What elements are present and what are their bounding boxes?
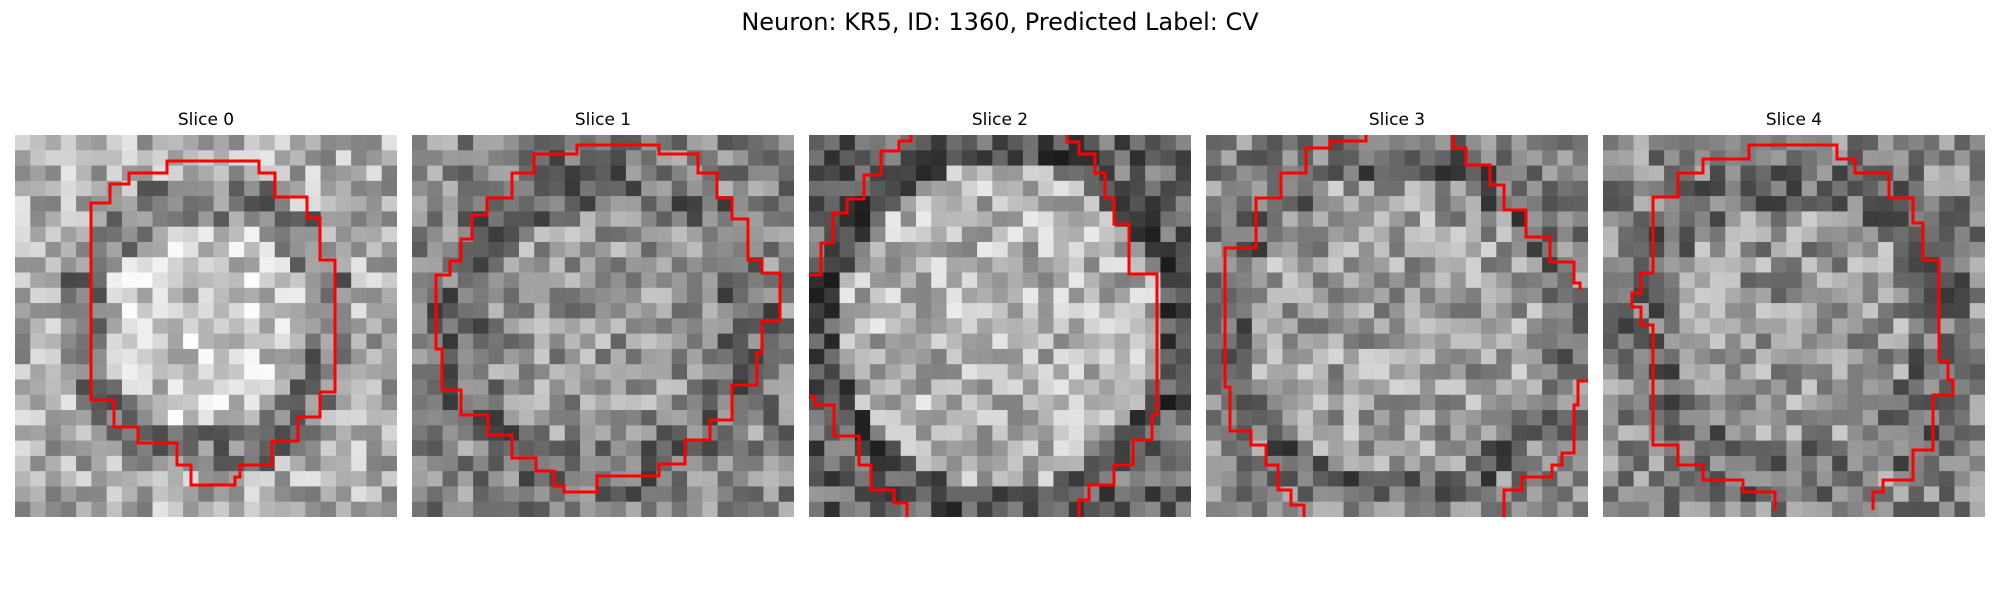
slice-title: Slice 2: [971, 110, 1029, 130]
slice-image: [412, 135, 794, 517]
slice-title: Slice 0: [177, 110, 235, 130]
slice-title: Slice 1: [574, 110, 632, 130]
slice-title: Slice 4: [1765, 110, 1823, 130]
grayscale-pixel-grid: [1206, 135, 1588, 517]
grayscale-pixel-grid: [15, 135, 397, 517]
segmentation-contour: [1630, 143, 1955, 510]
segmentation-contour: [1223, 135, 1588, 517]
slice-title: Slice 3: [1368, 110, 1426, 130]
grayscale-pixel-grid: [1603, 135, 1985, 517]
slice-panel-0: Slice 0: [15, 108, 397, 517]
slice-image: [15, 135, 397, 517]
grayscale-pixel-grid: [809, 135, 1191, 517]
slice-image: [1603, 135, 1985, 517]
slice-image: [1206, 135, 1588, 517]
slice-panel-3: Slice 3: [1206, 108, 1588, 517]
slice-panel-2: Slice 2: [809, 108, 1191, 517]
slice-image: [809, 135, 1191, 517]
grayscale-pixel-grid: [412, 135, 794, 517]
segmentation-contour: [434, 143, 782, 494]
segmentation-contour: [809, 135, 1159, 517]
slice-panel-1: Slice 1: [412, 108, 794, 517]
slice-panel-4: Slice 4: [1603, 108, 1985, 517]
segmentation-contour: [89, 159, 337, 487]
figure-title: Neuron: KR5, ID: 1360, Predicted Label: …: [741, 8, 1259, 36]
